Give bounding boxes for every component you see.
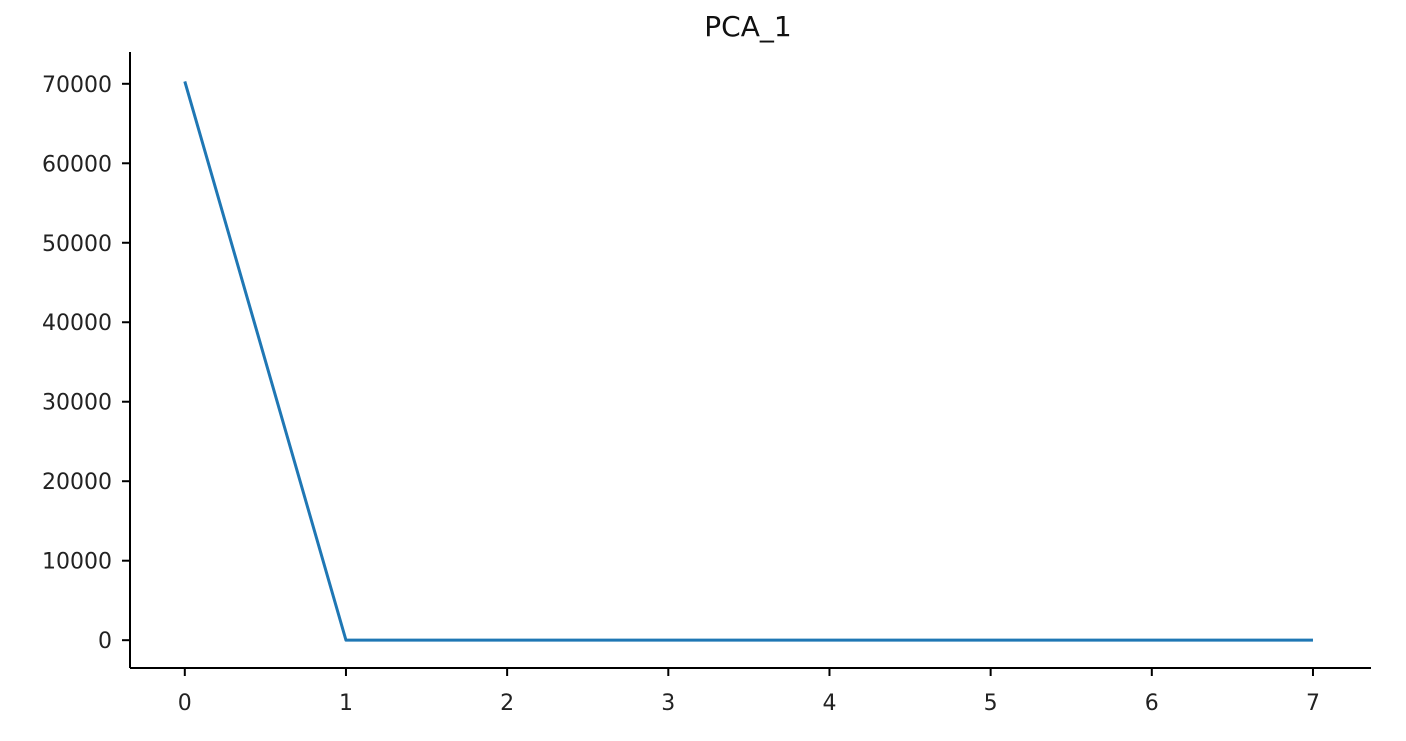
x-tick-label: 0 [178,691,192,716]
y-tick-label: 20000 [42,470,112,495]
x-tick-label: 7 [1306,691,1320,716]
chart-title: PCA_1 [704,10,791,43]
x-tick-label: 2 [500,691,514,716]
y-tick-label: 60000 [42,152,112,177]
series-line-1 [183,80,1313,642]
y-tick-label: 30000 [42,391,112,416]
x-tick-label: 6 [1145,691,1159,716]
y-tick-label: 10000 [42,550,112,575]
y-tick-label: 70000 [42,73,112,98]
y-tick-label: 0 [98,629,112,654]
y-tick-label: 40000 [42,311,112,336]
x-tick-label: 4 [822,691,836,716]
x-tick-label: 3 [661,691,675,716]
y-tick-label: 50000 [42,232,112,257]
x-tick-label: 1 [339,691,353,716]
axes: 0 10000 20000 30000 40000 50000 60000 70000 0 1 2 3… [42,52,1371,716]
plot-area [183,80,1313,642]
x-tick-label: 5 [984,691,998,716]
